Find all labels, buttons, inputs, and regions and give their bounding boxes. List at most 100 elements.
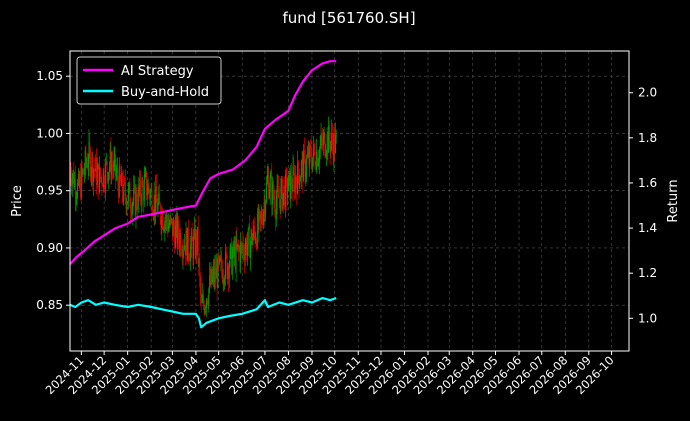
candle-body xyxy=(260,214,262,220)
candle-body xyxy=(240,242,242,244)
candle-body xyxy=(228,266,230,280)
candle-body xyxy=(335,134,336,153)
candle-body xyxy=(218,256,220,263)
candle-body xyxy=(192,240,194,259)
price-candles xyxy=(69,116,337,318)
candle-body xyxy=(274,200,276,213)
candle-body xyxy=(275,212,276,219)
candle-body xyxy=(231,255,233,274)
candle-body xyxy=(132,200,134,206)
candle-body xyxy=(149,191,151,199)
candle-body xyxy=(323,133,325,137)
candle-body xyxy=(224,278,226,284)
candle-body xyxy=(314,151,316,166)
candle-body xyxy=(281,179,283,187)
candle-body xyxy=(320,135,322,146)
candle-body xyxy=(269,177,271,193)
candle-body xyxy=(214,267,216,282)
candle-body xyxy=(256,213,258,248)
candle-body xyxy=(284,174,286,208)
candle-body xyxy=(308,151,310,164)
candle-body xyxy=(199,260,201,277)
candle-body xyxy=(146,193,148,196)
candle-body xyxy=(148,185,150,192)
candle-body xyxy=(188,255,190,260)
candle-body xyxy=(248,225,250,229)
candle-body xyxy=(309,145,311,150)
candle-body xyxy=(257,213,259,230)
candle-body xyxy=(90,172,92,178)
candle-body xyxy=(330,142,332,152)
candle-body xyxy=(217,256,219,288)
candle-body xyxy=(247,228,249,245)
candle-body xyxy=(277,185,279,189)
candle-body xyxy=(316,151,317,170)
candle-body xyxy=(334,133,336,153)
plot-frame xyxy=(69,50,630,352)
candle-body xyxy=(221,257,223,270)
candle-body xyxy=(247,244,248,256)
candle-body xyxy=(150,189,152,192)
candle-body xyxy=(243,245,245,255)
candle-body xyxy=(202,296,204,303)
candle-body xyxy=(76,197,78,198)
candle-body xyxy=(173,221,175,231)
candle-body xyxy=(302,158,304,182)
candle-body xyxy=(120,178,122,186)
candle-body xyxy=(102,169,104,188)
candle-body xyxy=(245,240,247,250)
candle-body xyxy=(244,249,246,261)
candle-body xyxy=(86,163,88,169)
candle-body xyxy=(133,188,135,201)
candle-body xyxy=(136,192,138,207)
y-left-tick-label: 0.90 xyxy=(36,241,63,255)
candle-body xyxy=(128,183,130,189)
candle-body xyxy=(72,170,74,178)
candle-body xyxy=(250,240,251,258)
candle-body xyxy=(78,174,80,187)
candle-body xyxy=(116,168,118,174)
candle-body xyxy=(196,233,198,252)
candle-body xyxy=(333,133,335,160)
candle-body xyxy=(255,240,257,243)
y-right-tick-label: 1.2 xyxy=(638,266,657,280)
candle-body xyxy=(193,236,195,259)
candle-body xyxy=(278,198,280,200)
candle-body xyxy=(296,182,298,194)
candle-body xyxy=(115,154,116,176)
candle-body xyxy=(177,220,179,244)
candle-body xyxy=(121,173,123,195)
candle-body xyxy=(79,176,81,187)
candle-body xyxy=(121,173,123,186)
candle-body xyxy=(93,169,94,183)
candle-body xyxy=(287,190,289,198)
candle-body xyxy=(86,163,88,165)
candle-body xyxy=(180,234,182,253)
candle-body xyxy=(168,225,170,226)
candle-body xyxy=(297,161,298,194)
candle-body xyxy=(222,269,223,283)
candle-body xyxy=(123,178,125,201)
candle-body xyxy=(326,133,328,153)
candle-body xyxy=(294,172,295,193)
candle-body xyxy=(321,135,323,141)
candle-body xyxy=(208,288,210,305)
candle-body xyxy=(211,269,213,283)
candle-body xyxy=(137,206,138,210)
y-axis-right-label: Return xyxy=(666,179,681,222)
candle-body xyxy=(253,226,255,237)
candle-body xyxy=(105,161,107,189)
candle-body xyxy=(178,220,179,239)
y-right-tick-label: 2.0 xyxy=(638,86,657,100)
candle-body xyxy=(259,210,261,212)
candle-body xyxy=(162,228,164,229)
candle-body xyxy=(227,266,229,277)
candle-body xyxy=(117,168,119,182)
candle-body xyxy=(279,199,281,212)
candle-body xyxy=(295,177,297,183)
candle-body xyxy=(138,186,140,193)
candle-body xyxy=(294,177,296,193)
candle-body xyxy=(225,251,227,256)
candle-body xyxy=(299,181,301,188)
